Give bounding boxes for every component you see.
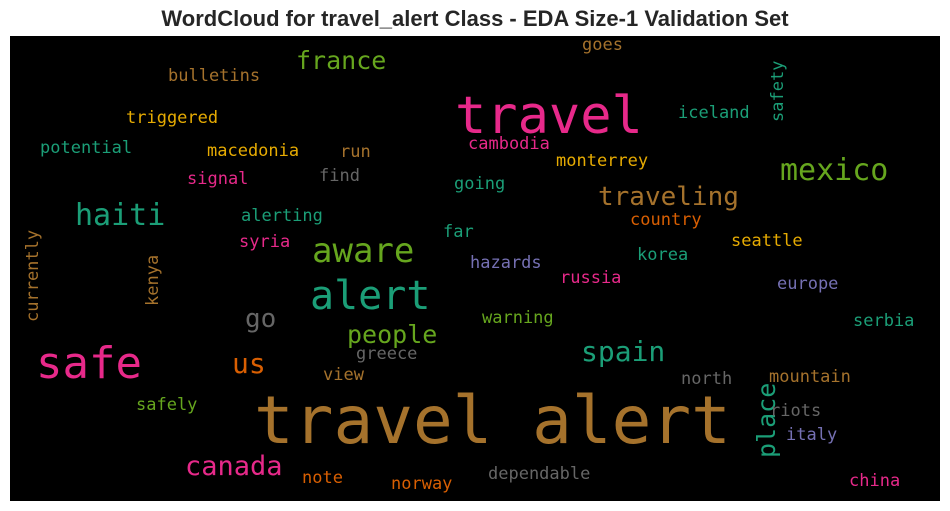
word-bulletins: bulletins [168, 66, 261, 86]
word-triggered: triggered [126, 108, 219, 128]
word-kenya: kenya [143, 254, 163, 306]
word-cambodia: cambodia [468, 134, 550, 154]
word-warning: warning [482, 308, 554, 328]
word-us: us [232, 347, 266, 380]
word-france: france [296, 46, 387, 75]
word-mexico: mexico [780, 153, 889, 188]
word-safely: safely [136, 395, 198, 415]
word-people: people [347, 320, 438, 349]
word-greece: greece [356, 344, 418, 364]
word-traveling: traveling [598, 182, 739, 212]
word-find: find [319, 166, 360, 186]
word-aware: aware [312, 231, 415, 271]
word-safety: safety [768, 60, 788, 122]
word-view: view [323, 365, 364, 385]
word-seattle: seattle [731, 231, 803, 251]
word-monterrey: monterrey [556, 151, 649, 171]
word-norway: norway [391, 474, 453, 494]
word-goes: goes [582, 36, 623, 55]
word-safe: safe [36, 338, 142, 389]
word-travel: travel [455, 86, 643, 146]
word-travel-alert: travel alert [254, 382, 731, 459]
word-macedonia: macedonia [207, 141, 300, 161]
word-dependable: dependable [488, 464, 591, 484]
word-riots: riots [770, 401, 822, 421]
word-europe: europe [777, 274, 839, 294]
word-spain: spain [581, 335, 666, 368]
word-iceland: iceland [678, 103, 750, 123]
word-haiti: haiti [75, 198, 166, 233]
word-far: far [443, 222, 474, 242]
word-north: north [681, 369, 733, 389]
word-china: china [849, 471, 901, 491]
word-hazards: hazards [470, 253, 542, 273]
word-cloud-canvas: travel alert travel safe alert aware mex… [10, 36, 940, 501]
word-italy: italy [786, 425, 838, 445]
word-korea: korea [637, 245, 689, 265]
word-serbia: serbia [853, 311, 915, 331]
word-alert: alert [310, 273, 431, 319]
word-note: note [302, 468, 343, 488]
word-canada: canada [185, 451, 283, 482]
word-russia: russia [560, 268, 622, 288]
word-go: go [245, 304, 277, 334]
word-syria: syria [239, 232, 291, 252]
word-alerting: alerting [241, 206, 323, 226]
word-run: run [340, 142, 371, 162]
word-going: going [454, 174, 506, 194]
word-mountain: mountain [769, 367, 851, 387]
word-country: country [630, 210, 702, 230]
word-currently: currently [23, 229, 43, 322]
word-signal: signal [187, 169, 249, 189]
chart-title: WordCloud for travel_alert Class - EDA S… [161, 6, 789, 31]
word-potential: potential [40, 138, 133, 158]
